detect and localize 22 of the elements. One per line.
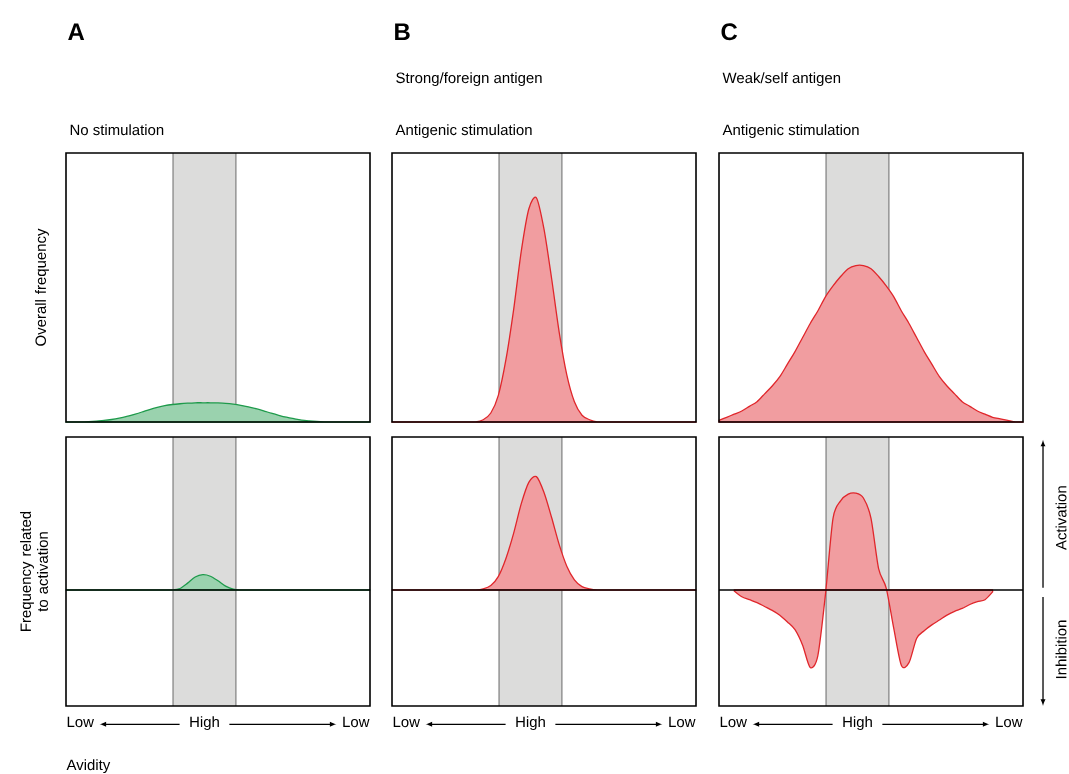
text: No stimulation (70, 124, 164, 136)
chart-title: C (721, 23, 738, 41)
y-axis-title: Frequency related to activation (20, 511, 48, 631)
chart-title: B (395, 23, 410, 40)
x-axis-title: High (190, 716, 219, 731)
text: Low (393, 716, 420, 728)
text: Low (720, 716, 747, 728)
chart-title: A (68, 23, 85, 40)
text: Low (996, 716, 1023, 728)
text: Low (669, 716, 696, 728)
chart-subtitle: Strong/foreign antigen (396, 72, 542, 87)
text: Activation (1055, 486, 1067, 551)
chart-subtitle: Weak/self antigen (722, 72, 841, 87)
y-axis-title: Overall frequency (35, 228, 49, 346)
text: Low (67, 716, 94, 728)
text: Low (343, 716, 370, 728)
text: Inhibition (1055, 620, 1067, 679)
text: Antigenic stimulation (722, 124, 859, 139)
x-axis-title: High (516, 716, 545, 731)
x-axis-title: High (843, 716, 872, 731)
text: Avidity (66, 759, 111, 774)
text: Antigenic stimulation (395, 124, 532, 139)
